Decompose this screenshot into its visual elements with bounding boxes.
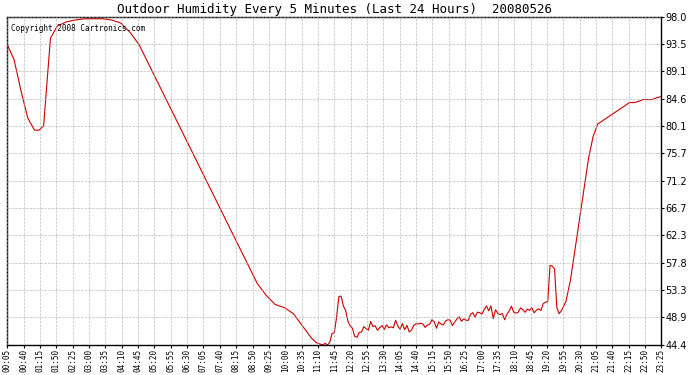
Title: Outdoor Humidity Every 5 Minutes (Last 24 Hours)  20080526: Outdoor Humidity Every 5 Minutes (Last 2… <box>117 3 552 16</box>
Text: Copyright 2008 Cartronics.com: Copyright 2008 Cartronics.com <box>10 24 145 33</box>
